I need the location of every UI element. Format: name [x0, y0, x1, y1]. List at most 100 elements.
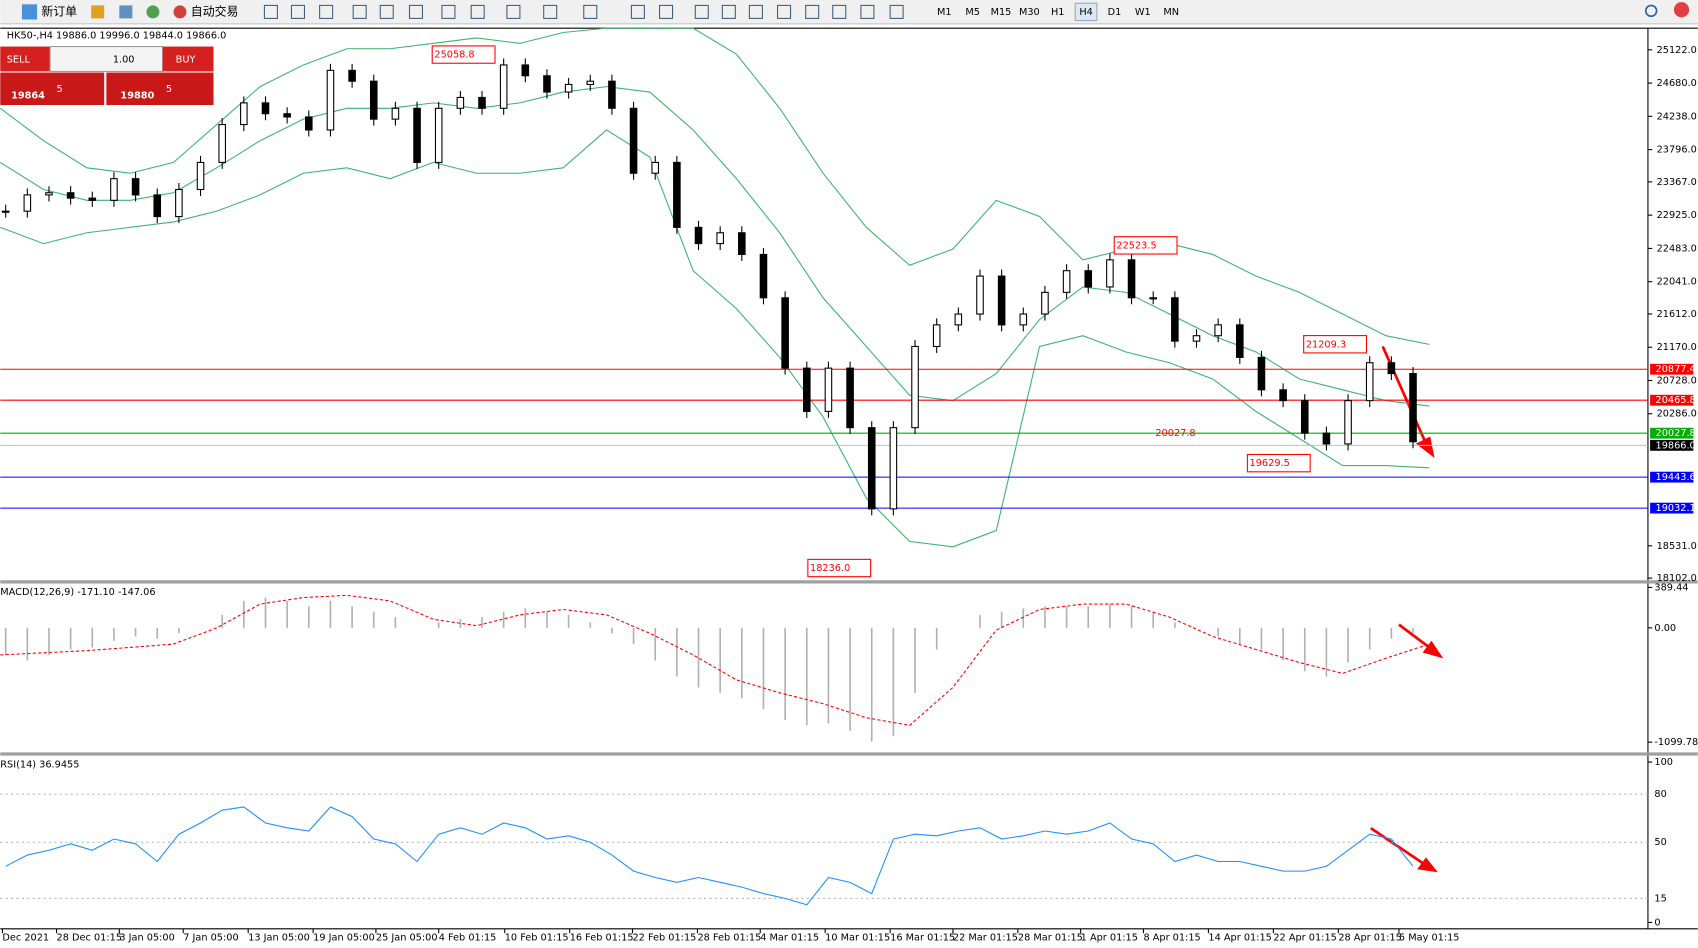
- buy-button[interactable]: [162, 46, 214, 72]
- toolbar-icon[interactable]: [832, 4, 847, 19]
- time-label: 19 Jan 05:00: [313, 933, 375, 944]
- time-label: Dec 2021: [2, 933, 49, 944]
- candle: [1, 210, 10, 213]
- timeframe[interactable]: W1: [1135, 7, 1151, 18]
- candle: [391, 107, 400, 120]
- candle: [997, 275, 1006, 326]
- toolbar-icon[interactable]: [630, 4, 645, 19]
- toolbar-icon[interactable]: [441, 4, 456, 19]
- notification-icon[interactable]: [1673, 2, 1690, 18]
- candle: [499, 64, 508, 109]
- price-annotation: 18236.0: [810, 563, 850, 574]
- candle: [1365, 362, 1374, 402]
- toolbar-icon[interactable]: [408, 4, 424, 19]
- toolbar-icon[interactable]: [543, 4, 558, 19]
- rsi-line: [5, 806, 1414, 906]
- time-label: 28 Apr 01:15: [1338, 933, 1401, 944]
- ask-price[interactable]: 19880: [120, 90, 154, 101]
- macd-signal: [0, 594, 1430, 726]
- candle: [153, 194, 162, 218]
- buy-label[interactable]: BUY: [176, 55, 196, 66]
- tool-icon[interactable]: [91, 5, 105, 19]
- toolbar-icon[interactable]: [860, 4, 875, 19]
- toolbar-icon[interactable]: [694, 4, 709, 19]
- toolbar-icon[interactable]: [777, 4, 792, 19]
- time-label: 4 Mar 01:15: [760, 933, 819, 944]
- toolbar-icon[interactable]: [506, 4, 521, 19]
- time-label: 25 Jan 05:00: [376, 933, 438, 944]
- candle: [889, 427, 898, 510]
- sell-label[interactable]: SELL: [7, 55, 31, 66]
- auto-trading-icon[interactable]: [173, 5, 187, 19]
- ask-box[interactable]: [106, 72, 214, 106]
- price-level-label: 20465.8: [1656, 395, 1696, 406]
- candle: [802, 367, 811, 412]
- price-level-label: 19032.1: [1656, 503, 1696, 514]
- toolbar-icon[interactable]: [352, 4, 367, 19]
- candle: [1322, 432, 1331, 445]
- timeframe[interactable]: M30: [1019, 7, 1040, 18]
- toolbar-icon[interactable]: [583, 4, 598, 19]
- bollinger-lower: [0, 129, 1430, 548]
- candle: [867, 427, 876, 510]
- price-tick-label: 23367.0: [1657, 177, 1697, 188]
- candle: [196, 161, 205, 191]
- candle: [1409, 373, 1417, 443]
- candle: [218, 124, 226, 163]
- candle: [110, 178, 118, 201]
- new-order-icon[interactable]: [21, 4, 38, 20]
- candle: [23, 194, 32, 212]
- annotation-box: [1303, 335, 1368, 354]
- lot-input[interactable]: [49, 46, 164, 72]
- arrowhead: [1417, 857, 1438, 873]
- bid-box[interactable]: [0, 72, 105, 106]
- timeframe[interactable]: M15: [991, 7, 1012, 18]
- panel-separator: [0, 580, 1698, 584]
- timeframe[interactable]: D1: [1108, 7, 1122, 18]
- toolbar-icon[interactable]: [290, 4, 306, 19]
- timeframe[interactable]: MN: [1163, 7, 1179, 18]
- candle: [131, 178, 140, 196]
- candle: [283, 113, 291, 118]
- price-tick-label: 23796.0: [1657, 145, 1697, 156]
- bid-price[interactable]: 19864: [11, 90, 45, 101]
- rsi-header: RSI(14) 36.9455: [0, 759, 79, 770]
- toolbar-icon[interactable]: [263, 4, 278, 19]
- toolbar-icon[interactable]: [748, 4, 763, 19]
- timeframe-active: [1074, 2, 1098, 22]
- rsi-tick-label: 0: [1654, 917, 1660, 928]
- toolbar-icon[interactable]: [470, 4, 485, 19]
- price-tick-label: 24238.0: [1657, 111, 1697, 122]
- candle: [1257, 356, 1266, 391]
- search-icon[interactable]: [1644, 4, 1658, 18]
- price-annotation: 21209.3: [1306, 339, 1346, 350]
- timeframe[interactable]: M5: [965, 7, 980, 18]
- tool-icon[interactable]: [146, 5, 160, 19]
- toolbar-icon[interactable]: [805, 4, 820, 19]
- timeframe[interactable]: H4: [1079, 7, 1093, 18]
- sell-button[interactable]: [0, 46, 51, 72]
- toolbar-icon[interactable]: [379, 4, 394, 19]
- toolbar-icon[interactable]: [659, 4, 674, 19]
- toolbar-icon[interactable]: [889, 4, 904, 19]
- candle: [651, 161, 660, 174]
- ask-pips[interactable]: 5: [166, 84, 172, 95]
- bid-pips[interactable]: 5: [57, 84, 63, 95]
- candle: [976, 275, 984, 315]
- rsi-tick-label: 50: [1654, 837, 1666, 848]
- bollinger-upper: [0, 27, 1430, 345]
- toolbar-icon[interactable]: [319, 4, 334, 19]
- rsi-tick-label: 15: [1654, 893, 1666, 904]
- candle: [369, 80, 378, 120]
- time-label: 28 Dec 01:15: [57, 933, 122, 944]
- toolbar-icon[interactable]: [721, 4, 736, 19]
- new-order[interactable]: 新订单: [41, 4, 77, 18]
- tool-icon[interactable]: [119, 5, 133, 19]
- auto-trading[interactable]: 自动交易: [191, 4, 239, 18]
- timeframe[interactable]: H1: [1051, 7, 1065, 18]
- candle: [824, 367, 833, 412]
- timeframe[interactable]: M1: [937, 7, 952, 18]
- lot-value[interactable]: 1.00: [113, 55, 135, 66]
- candle: [1171, 297, 1179, 342]
- candle: [45, 192, 53, 196]
